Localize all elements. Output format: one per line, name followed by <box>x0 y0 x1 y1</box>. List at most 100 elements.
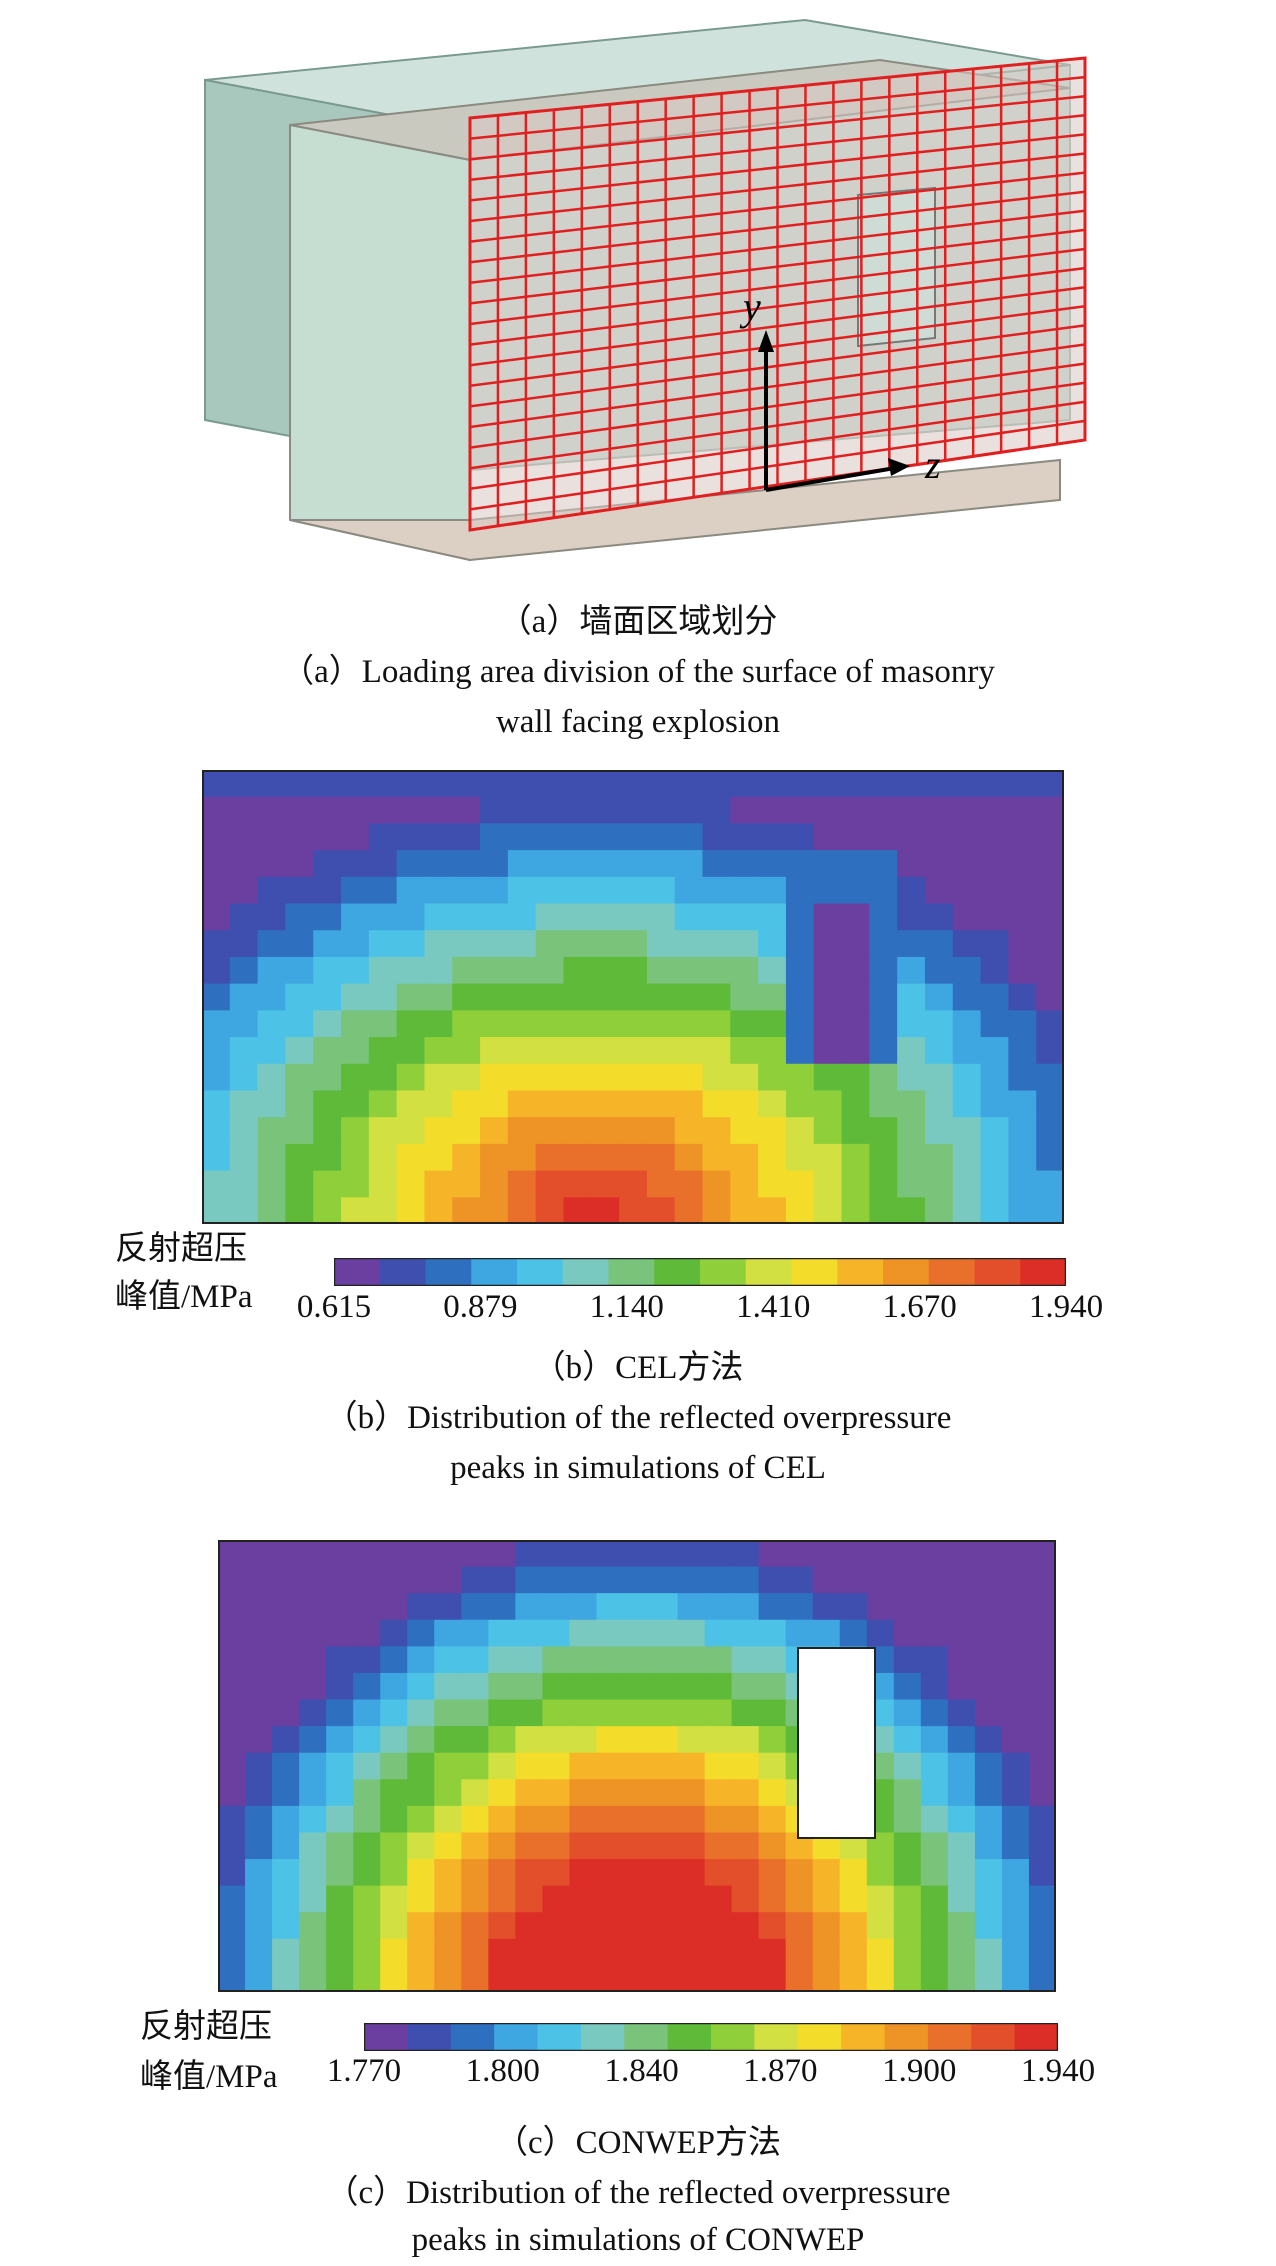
heatmap-cell <box>1028 1859 1056 1887</box>
heatmap-cell <box>515 1699 543 1727</box>
heatmap-cell <box>202 1117 231 1145</box>
heatmap-cell <box>313 770 342 798</box>
caption-b-en-2: peaks in simulations of CEL <box>450 1450 826 1486</box>
heatmap-cell <box>299 1646 327 1674</box>
heatmap-cell <box>368 850 398 878</box>
heatmap-cell <box>730 930 759 958</box>
heatmap-cell <box>326 1699 354 1727</box>
heatmap-cell <box>980 983 1009 1011</box>
heatmap-cell <box>488 1619 516 1647</box>
heatmap-cell <box>245 1593 273 1621</box>
heatmap-cell <box>591 1170 620 1198</box>
heatmap-cell <box>893 1619 922 1647</box>
heatmap-cell <box>368 876 398 905</box>
heatmap-cell <box>974 1699 1003 1727</box>
heatmap-cell <box>650 1805 679 1834</box>
heatmap-cell <box>285 796 314 825</box>
heatmap-cell <box>623 1832 652 1860</box>
heatmap-cell <box>368 1117 398 1145</box>
heatmap-cell <box>424 796 453 825</box>
heatmap-cell <box>1028 1619 1056 1647</box>
heatmap-cell <box>758 903 787 931</box>
heatmap-cell <box>924 1117 954 1145</box>
colorbar-tick-label: 1.410 <box>736 1289 811 1325</box>
heatmap-cell <box>488 1859 516 1887</box>
heatmap-cell <box>619 1063 648 1092</box>
heatmap-cell <box>947 1805 976 1834</box>
heatmap-cell <box>952 1090 982 1118</box>
heatmap-cell <box>218 1965 246 1992</box>
heatmap-cell <box>272 1779 300 1807</box>
heatmap-cell <box>1028 1593 1056 1621</box>
heatmap-cell <box>326 1965 354 1992</box>
heatmap-cell <box>758 930 787 958</box>
heatmap-cell <box>341 1090 370 1118</box>
heatmap-cell <box>674 903 704 931</box>
heatmap-cell <box>646 956 676 985</box>
masonry-left <box>289 123 471 562</box>
heatmap-cell <box>461 1672 489 1701</box>
heatmap-cell <box>488 1832 516 1860</box>
heatmap-cell <box>952 1170 982 1198</box>
heatmap-cell <box>480 796 509 825</box>
heatmap-cell <box>650 1832 679 1860</box>
heatmap-cell <box>646 903 676 931</box>
heatmap-cell <box>623 1699 652 1727</box>
heatmap-cell <box>924 956 954 985</box>
heatmap-cell <box>424 850 453 878</box>
heatmap-cell <box>515 1752 543 1780</box>
heatmap-cell <box>569 1699 598 1727</box>
heatmap-cell <box>677 1912 706 1940</box>
heatmap-cell <box>542 1699 571 1727</box>
heatmap-cell <box>758 1912 787 1940</box>
heatmap-cell <box>245 1859 273 1887</box>
colorbar-tick-label: 1.770 <box>326 2053 402 2089</box>
heatmap-cell <box>730 1170 759 1198</box>
heatmap-cell <box>974 1938 1003 1967</box>
heatmap-cell <box>897 930 926 958</box>
heatmap-cell <box>569 1672 598 1701</box>
heatmap-cell <box>646 850 676 878</box>
colorbar-swatch <box>407 2023 452 2051</box>
heatmap-cell <box>731 1593 760 1621</box>
heatmap-cell <box>897 850 926 878</box>
heatmap-cell <box>299 1859 327 1887</box>
heatmap-cell <box>920 1540 949 1568</box>
heatmap-cell <box>674 930 704 958</box>
heatmap-cell <box>1008 1010 1037 1038</box>
heatmap-cell <box>758 1010 787 1038</box>
colorbar-swatch <box>711 2023 755 2051</box>
heatmap-cell <box>507 1090 537 1118</box>
heatmap-cell <box>702 1063 731 1092</box>
heatmap-cell <box>353 1752 381 1780</box>
heatmap-cell <box>563 823 592 851</box>
heatmap-cell <box>515 1805 543 1834</box>
heatmap-cell <box>704 1646 733 1674</box>
heatmap-cell <box>677 1619 706 1647</box>
heatmap-cell <box>218 1619 246 1647</box>
heatmap-cell <box>507 1170 537 1198</box>
heatmap-cell <box>1001 1699 1030 1727</box>
heatmap-cell <box>869 796 898 825</box>
heatmap-cell <box>1008 823 1037 851</box>
heatmap-cell <box>813 1037 843 1065</box>
heatmap-cell <box>1036 1170 1064 1198</box>
heatmap-cell <box>731 1805 760 1834</box>
heatmap-cell <box>480 930 509 958</box>
heatmap-cell <box>952 930 982 958</box>
heatmap-cell <box>596 1965 625 1992</box>
heatmap-cell <box>313 1170 342 1198</box>
heatmap-cell <box>257 1063 287 1092</box>
heatmap-cell <box>785 1938 814 1967</box>
heatmap-cell <box>947 1593 976 1621</box>
heatmap-cell <box>812 1593 841 1621</box>
heatmap-cell <box>202 1010 231 1038</box>
heatmap-cell <box>841 956 870 985</box>
heatmap-cell <box>650 1779 679 1807</box>
heatmap-cell <box>920 1912 949 1940</box>
heatmap-cell <box>591 876 620 905</box>
heatmap-cell <box>569 1646 598 1674</box>
heatmap-cell <box>1028 1726 1056 1754</box>
heatmap-cell <box>202 1063 231 1092</box>
heatmap-cell <box>515 1540 543 1568</box>
